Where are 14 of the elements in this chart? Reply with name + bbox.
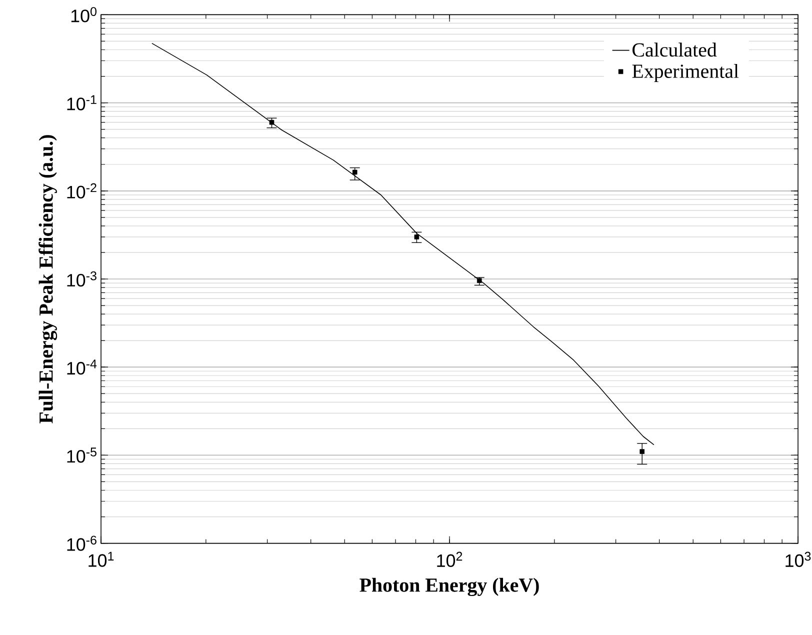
y-tick-label: 10$^{-2}$	[67, 183, 96, 198]
y-tick-label: 10$^{-4}$	[67, 360, 97, 375]
x-axis-title: Photon Energy (keV)	[360, 578, 539, 596]
y-tick-label: 10$^{-5}$	[67, 448, 96, 463]
legend-label: Calculated	[632, 42, 717, 57]
y-tick-label: 10$^{-3}$	[67, 271, 96, 287]
x-tick-label: 10$^{3}$	[786, 552, 811, 567]
y-tick-label: 10$^{-1}$	[67, 95, 96, 110]
legend-label: Experimental	[632, 64, 739, 82]
y-tick-label: 10$^{0}$	[71, 7, 96, 22]
x-tick-label: 10$^{1}$	[88, 552, 114, 567]
y-axis-title: Full-Energy Peak Efficiency (a.u.)	[38, 135, 58, 424]
x-tick-label: 10$^{2}$	[437, 552, 462, 567]
y-tick-label: 10$^{-6}$	[67, 536, 96, 551]
